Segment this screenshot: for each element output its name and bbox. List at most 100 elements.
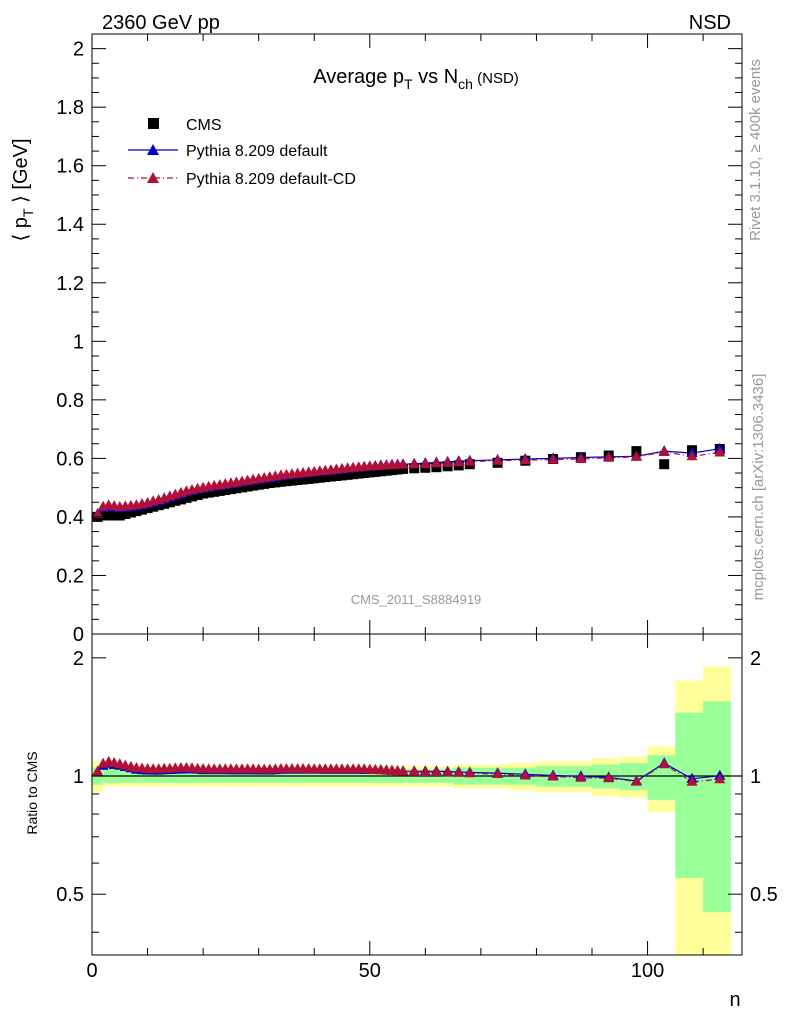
cms-point	[214, 485, 225, 496]
cd-point	[630, 450, 642, 461]
cms-point	[331, 471, 342, 481]
ratio-band-inner	[675, 712, 704, 878]
main-y-tick-label: 1	[73, 331, 84, 353]
ratio-y-tick-label: 2	[73, 648, 84, 670]
cms-point	[159, 498, 170, 509]
ratio-cd-point	[575, 771, 587, 782]
cd-point	[442, 456, 454, 467]
cms-point	[237, 482, 247, 493]
ratio-cd-point	[92, 765, 104, 776]
cms-point	[353, 468, 364, 479]
cms-point	[309, 473, 320, 484]
rivet-note: Rivet 3.1.10, ≥ 400k events	[747, 59, 764, 241]
cd-point	[419, 458, 431, 468]
cms-point	[359, 468, 370, 478]
cms-point	[120, 509, 131, 519]
cd-point	[453, 456, 465, 467]
source-note: mcplots.cern.ch [arXiv:1306.3436]	[750, 374, 767, 601]
cms-point	[259, 478, 270, 489]
main-y-tick-label: 0.6	[56, 448, 84, 470]
cms-point	[381, 465, 392, 476]
cms-point	[281, 476, 292, 487]
ratio-cd-point	[397, 765, 409, 776]
ratio-cd-point	[658, 758, 670, 769]
ratio-y-tick-label-right: 0.5	[750, 884, 778, 906]
cms-point	[248, 480, 259, 491]
cms-point	[198, 488, 209, 499]
cd-point	[464, 455, 476, 466]
cms-point	[170, 495, 181, 506]
legend-marker-cd	[147, 172, 159, 183]
ratio-cd-point	[453, 766, 465, 777]
ratio-cd-point	[547, 770, 559, 781]
cms-point	[181, 492, 192, 503]
ratio-y-tick-label: 1	[73, 766, 84, 788]
legend-marker-default	[147, 144, 159, 155]
main-y-tick-label: 0.8	[56, 390, 84, 412]
main-y-axis-label: ⟨ pT ⟩ [GeV]	[10, 138, 36, 241]
cd-point	[492, 454, 504, 465]
ratio-y-tick-label-right: 1	[750, 766, 761, 788]
main-y-tick-label: 1.6	[56, 156, 84, 178]
cms-point	[148, 501, 159, 512]
cms-point	[114, 510, 125, 521]
cms-point	[287, 475, 297, 486]
legend-label-cms: CMS	[186, 117, 222, 134]
ratio-y-axis-label: Ratio to CMS	[24, 751, 40, 834]
cms-point	[164, 497, 175, 508]
x-tick-label: 50	[359, 960, 381, 982]
energy-label: 2360 GeV pp	[102, 12, 220, 34]
cms-point	[264, 478, 275, 488]
ratio-cd-point	[492, 768, 504, 778]
cms-point	[220, 485, 231, 495]
cms-point	[303, 473, 314, 484]
cms-point	[364, 467, 375, 478]
cms-point	[375, 466, 386, 477]
cms-point	[225, 484, 236, 495]
cms-point	[325, 471, 336, 482]
main-y-tick-label: 1.2	[56, 273, 84, 295]
cd-point	[547, 453, 559, 464]
ratio-panel-marks	[92, 755, 742, 786]
cd-point	[603, 451, 615, 462]
cd-point	[408, 458, 420, 469]
cms-point	[103, 510, 114, 521]
cd-point	[92, 508, 104, 518]
process-label: NSD	[689, 12, 731, 34]
main-y-tick-label: 1.4	[56, 214, 84, 236]
cms-point	[153, 500, 164, 511]
legend: CMS Pythia 8.209 default Pythia 8.209 de…	[128, 117, 356, 188]
cms-point	[409, 463, 420, 474]
cd-point	[658, 446, 670, 456]
cd-point	[397, 458, 409, 469]
cms-point	[348, 469, 359, 480]
ratio-cd-point	[464, 767, 476, 778]
cms-point	[109, 510, 120, 521]
cms-point	[292, 475, 303, 485]
cms-point	[387, 465, 397, 476]
cms-point	[253, 479, 264, 490]
cms-point	[231, 483, 242, 494]
analysis-label: CMS_2011_S8884919	[351, 592, 482, 607]
cms-point	[142, 503, 153, 514]
ratio-cd-point	[603, 772, 615, 783]
ratio-cd-point	[714, 773, 726, 784]
main-title: Average pT vs Nch (NSD)	[313, 66, 519, 92]
cd-point	[686, 450, 698, 461]
main-panel-axes: 0 0.2 0.4 0.6 0.8 1 1.2 1.4 1.6 1.8 2	[56, 33, 743, 646]
cms-point	[659, 459, 670, 470]
cms-point	[337, 470, 347, 481]
cms-point	[320, 472, 331, 483]
main-y-tick-label: 2	[73, 39, 84, 61]
main-panel-marks	[92, 442, 726, 522]
ratio-cd-point	[630, 775, 642, 786]
cms-point	[203, 487, 214, 498]
x-axis-label: n	[729, 989, 740, 1011]
cms-point	[298, 474, 309, 485]
ratio-panel-axes: 0.5 0.5 1 1 2 2 0 50 100	[56, 633, 778, 982]
cms-point	[314, 472, 325, 483]
legend-label-default: Pythia 8.209 default	[186, 143, 328, 160]
ratio-band-inner	[647, 755, 676, 800]
